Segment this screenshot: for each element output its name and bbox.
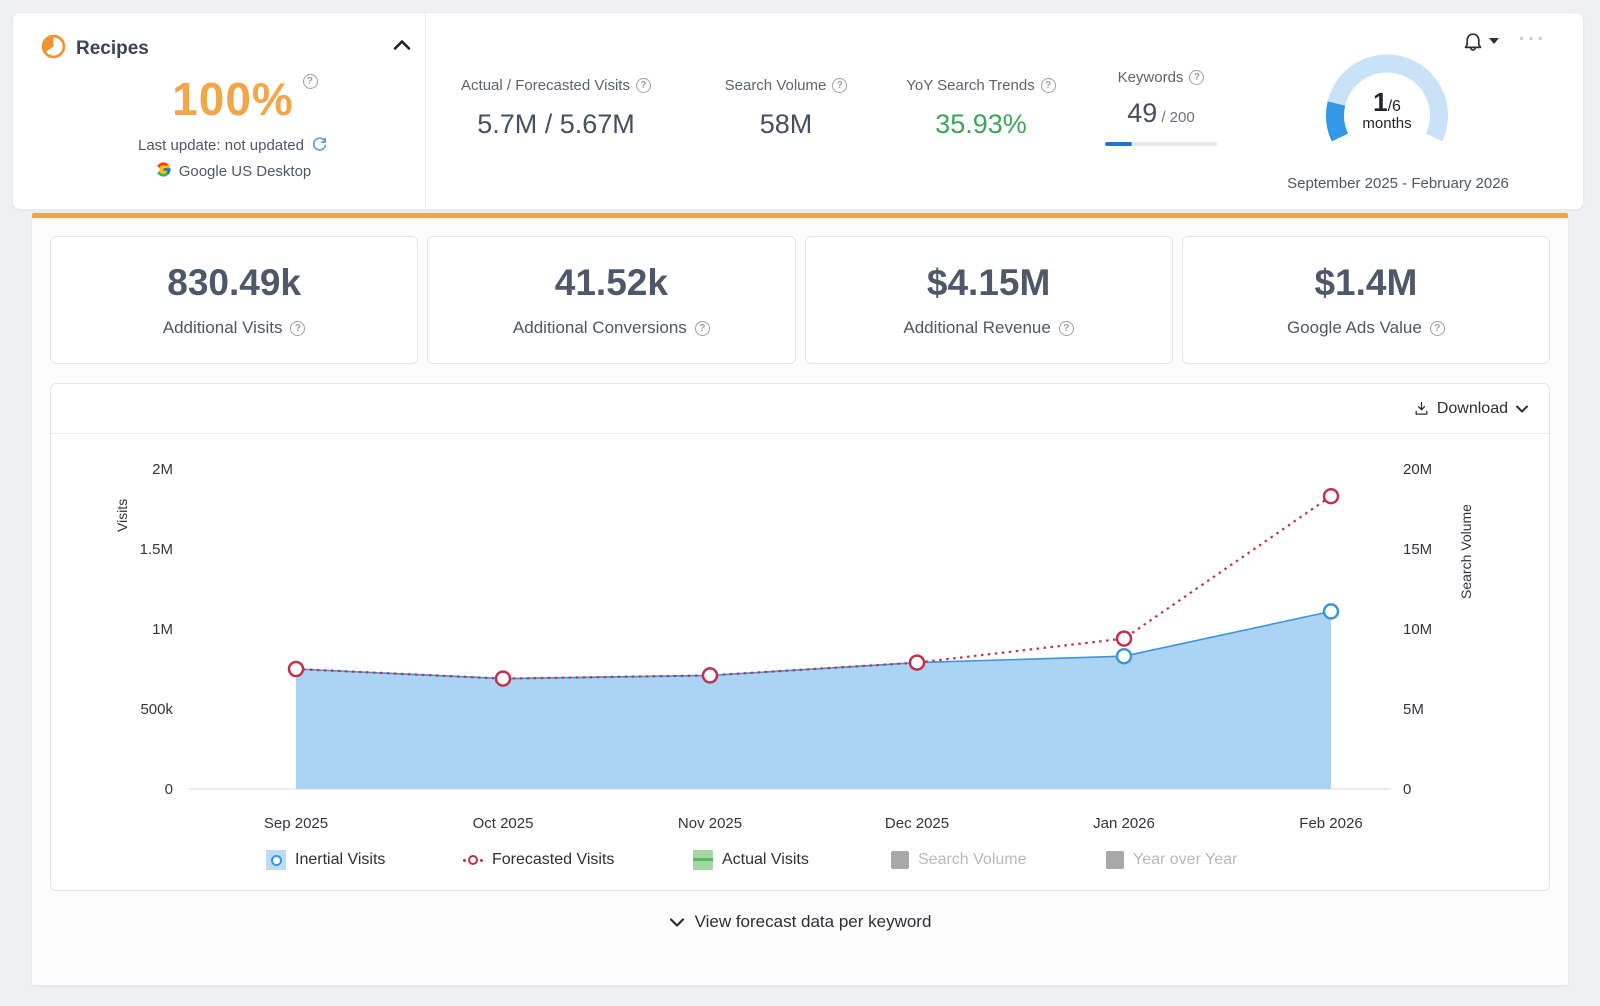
keywords-progress-bar	[1105, 142, 1217, 146]
svg-text:Visits: Visits	[114, 499, 130, 532]
chart-legend: Inertial Visits Forecasted Visits Actual…	[51, 844, 1549, 890]
metric-value: 58M	[759, 109, 813, 139]
svg-text:Oct 2025: Oct 2025	[473, 815, 534, 832]
chevron-down-icon	[669, 917, 684, 927]
metric-help-icon[interactable]: ?	[1189, 70, 1205, 85]
kpi-value: 41.52k	[554, 262, 668, 303]
kpi-value: 830.49k	[167, 262, 301, 303]
svg-text:500k: 500k	[140, 701, 173, 718]
metric-yoy-search-trends: YoY Search Trends? 35.93%	[886, 77, 1076, 146]
search-volume-swatch-icon	[891, 851, 909, 869]
svg-text:0: 0	[1403, 781, 1411, 798]
kpi-value: $1.4M	[1314, 262, 1418, 303]
collapse-chevron-icon[interactable]	[393, 38, 411, 56]
metric-help-icon[interactable]: ?	[635, 78, 651, 93]
kpi-help-icon[interactable]: ?	[1058, 320, 1074, 336]
google-icon	[155, 161, 172, 182]
svg-text:Feb 2026: Feb 2026	[1299, 815, 1362, 832]
forecast-chart: 0 500k 1M 1.5M 2M 0 5M 10M 15M 20M Visits Search Vo…	[114, 461, 1474, 832]
forecast-panel: 830.49k Additional Visits? 41.52k Additi…	[32, 213, 1568, 985]
forecast-chart-card: Download 0 500k 1M 1.5M 2M 0 5M 10M 15M 20M Visits…	[50, 383, 1550, 891]
legend-inertial-visits[interactable]: Inertial Visits	[266, 850, 463, 870]
header-metrics: Actual / Forecasted Visits? 5.7M / 5.67M…	[414, 69, 1246, 146]
metric-actual-forecasted-visits: Actual / Forecasted Visits? 5.7M / 5.67M	[426, 77, 686, 146]
svg-text:Nov 2025: Nov 2025	[678, 815, 742, 832]
view-forecast-toggle[interactable]: View forecast data per keyword	[32, 912, 1568, 932]
kpi-card-google-ads-value: $1.4M Google Ads Value?	[1181, 236, 1550, 364]
search-engine-label: Google US Desktop	[178, 163, 312, 180]
notifications-button[interactable]	[1461, 31, 1499, 57]
forecasted-visits-swatch-icon	[463, 855, 483, 865]
campaign-title: Recipes	[76, 38, 149, 59]
chevron-down-icon	[1516, 405, 1528, 412]
inertial-visits-swatch-icon	[266, 850, 286, 870]
kpi-help-icon[interactable]: ?	[694, 320, 710, 336]
gauge-unit: months	[1362, 115, 1412, 132]
legend-search-volume[interactable]: Search Volume	[891, 851, 1106, 869]
kpi-card-additional-revenue: $4.15M Additional Revenue?	[804, 236, 1173, 364]
metric-value: 5.7M / 5.67M	[477, 109, 635, 139]
more-options-button[interactable]: ···	[1519, 29, 1547, 50]
keywords-total: / 200	[1161, 109, 1195, 126]
svg-text:Dec 2025: Dec 2025	[885, 815, 949, 832]
kpi-help-icon[interactable]: ?	[290, 320, 306, 336]
gauge-total: /6	[1387, 98, 1401, 115]
keywords-count: 49/ 200	[1127, 98, 1195, 128]
svg-text:15M: 15M	[1403, 541, 1432, 558]
svg-text:1.5M: 1.5M	[140, 541, 173, 558]
last-update-text: Last update: not updated	[138, 137, 304, 154]
download-icon	[1415, 401, 1428, 415]
bell-icon	[1464, 33, 1482, 51]
svg-text:20M: 20M	[1403, 461, 1432, 478]
bell-caret-icon	[1489, 38, 1499, 44]
metric-help-icon[interactable]: ?	[832, 78, 848, 93]
completion-help-icon[interactable]: ?	[302, 74, 318, 89]
legend-forecasted-visits[interactable]: Forecasted Visits	[463, 851, 693, 869]
download-button[interactable]: Download	[1413, 400, 1529, 418]
svg-text:1M: 1M	[152, 621, 173, 638]
gauge-value: 1	[1373, 87, 1388, 117]
campaign-pie-icon	[41, 34, 66, 64]
actual-visits-swatch-icon	[693, 850, 713, 870]
metric-keywords: Keywords? 49/ 200	[1076, 69, 1246, 146]
svg-text:Search Volume: Search Volume	[1458, 504, 1474, 599]
metric-help-icon[interactable]: ?	[1040, 78, 1056, 93]
kpi-card-additional-conversions: 41.52k Additional Conversions?	[427, 236, 796, 364]
kpi-cards-row: 830.49k Additional Visits? 41.52k Additi…	[50, 236, 1550, 364]
metric-value: 35.93%	[935, 109, 1027, 139]
metric-search-volume: Search Volume? 58M	[686, 77, 886, 146]
svg-text:5M: 5M	[1403, 701, 1424, 718]
months-gauge: 1/6 months	[1311, 49, 1463, 149]
legend-year-over-year[interactable]: Year over Year	[1106, 851, 1237, 869]
legend-actual-visits[interactable]: Actual Visits	[693, 850, 891, 870]
campaign-summary: Recipes 100% ? Last update: not updated	[41, 13, 426, 209]
kpi-help-icon[interactable]: ?	[1429, 320, 1445, 336]
refresh-icon[interactable]	[311, 135, 328, 156]
svg-text:2M: 2M	[152, 461, 173, 478]
kpi-value: $4.15M	[926, 262, 1051, 303]
year-over-year-swatch-icon	[1106, 851, 1124, 869]
forecast-completion-pct: 100% ?	[172, 72, 318, 126]
kpi-card-additional-visits: 830.49k Additional Visits?	[50, 236, 419, 364]
svg-text:Jan 2026: Jan 2026	[1093, 815, 1155, 832]
campaign-header: Recipes 100% ? Last update: not updated	[12, 12, 1584, 210]
svg-text:Sep 2025: Sep 2025	[264, 815, 328, 832]
svg-text:10M: 10M	[1403, 621, 1432, 638]
forecast-period: September 2025 - February 2026	[1287, 175, 1509, 192]
svg-text:0: 0	[165, 781, 173, 798]
